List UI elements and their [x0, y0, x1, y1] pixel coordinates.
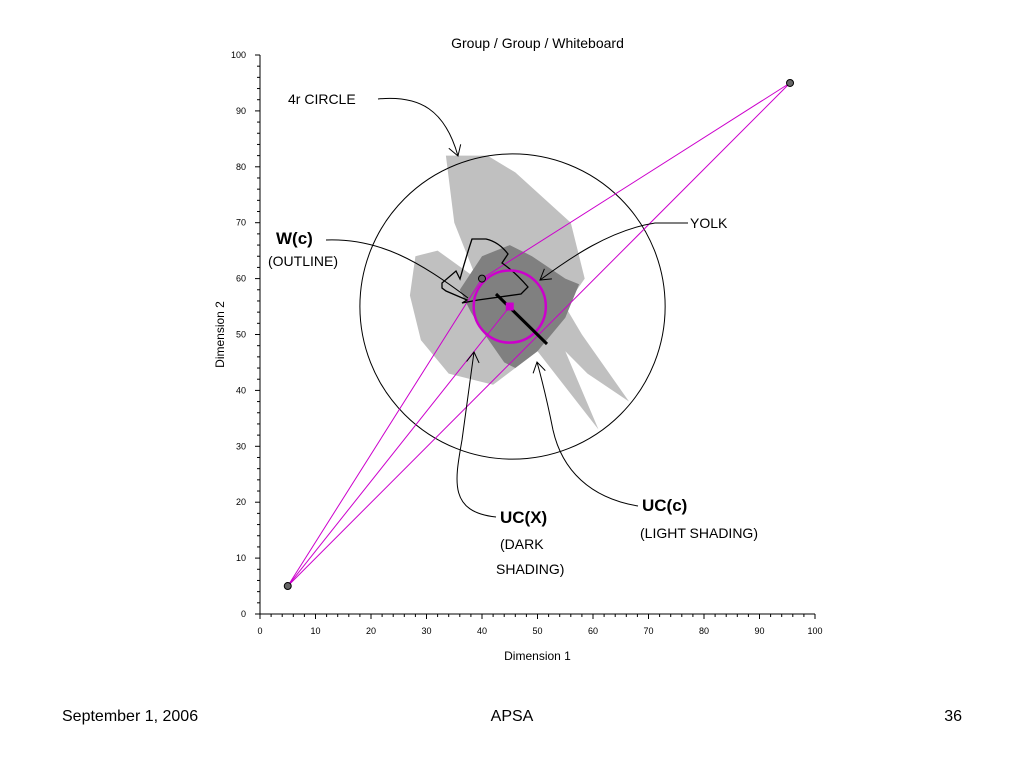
y-tick-label: 100 — [231, 50, 246, 60]
yolk-label-arrow — [539, 222, 688, 281]
y-tick-label: 80 — [236, 162, 246, 172]
data-point-1 — [283, 582, 292, 591]
y-axis-label: Dimension 2 — [213, 301, 227, 368]
y-tick-label: 10 — [236, 553, 246, 563]
data-point-3 — [478, 274, 486, 283]
ucc-arrow-head — [532, 361, 546, 374]
footer-date: September 1, 2006 — [62, 708, 199, 725]
wc-label-line — [325, 239, 469, 299]
yolk-label: YOLK — [690, 215, 728, 231]
x-tick-label: 50 — [532, 626, 542, 636]
yolk-center-point — [505, 302, 514, 311]
circle-label: 4r CIRCLE — [288, 91, 356, 107]
x-tick-label: 10 — [310, 626, 320, 636]
x-axis-label: Dimension 1 — [504, 649, 571, 663]
ucc-label: UC(c) — [642, 496, 687, 515]
chart: 0 10 20 30 40 50 60 70 80 90 100 0 10 20 30 40 50 60 70 80 9… — [213, 35, 823, 663]
ucc-label-arrow — [536, 361, 639, 507]
y-tick-label: 30 — [236, 441, 246, 451]
x-tick-label: 70 — [643, 626, 653, 636]
footer-center-label: APSA — [490, 708, 534, 725]
ucc-sub-label: (LIGHT SHADING) — [640, 525, 758, 541]
x-tick-label: 100 — [807, 626, 822, 636]
wc-outline — [441, 238, 529, 304]
four-r-circle — [359, 153, 666, 460]
wc-sub-label: (OUTLINE) — [268, 253, 338, 269]
y-tick-label: 90 — [236, 106, 246, 116]
circle-label-arrow — [377, 97, 459, 157]
yolk-axis-segment — [494, 292, 549, 346]
footer-page-number: 36 — [944, 708, 962, 725]
x-tick-label: 0 — [257, 626, 262, 636]
y-tick-label: 50 — [236, 330, 246, 340]
y-tick-label: 60 — [236, 274, 246, 284]
ucx-arrow-head — [466, 351, 480, 364]
ucx-label-arrow — [456, 351, 497, 518]
y-tick-label: 40 — [236, 385, 246, 395]
ucx-label: UC(X) — [500, 508, 547, 527]
ucx-sub-label-1: (DARK — [500, 536, 544, 552]
chart-title: Group / Group / Whiteboard — [451, 35, 624, 51]
x-tick-label: 30 — [421, 626, 431, 636]
data-point-2 — [786, 78, 795, 87]
median-line — [287, 306, 511, 587]
y-tick-label: 70 — [236, 218, 246, 228]
x-tick-label: 90 — [754, 626, 764, 636]
y-tick-label: 0 — [241, 609, 246, 619]
y-tick-label: 20 — [236, 497, 246, 507]
wc-label: W(c) — [276, 229, 313, 248]
x-tick-label: 40 — [477, 626, 487, 636]
yolk-arrow-head — [539, 268, 552, 281]
ucx-sub-label-2: SHADING) — [496, 561, 564, 577]
circle-arrow-head — [448, 144, 462, 157]
x-tick-label: 60 — [588, 626, 598, 636]
x-tick-label: 20 — [366, 626, 376, 636]
yolk-circle — [472, 269, 548, 344]
x-tick-label: 80 — [699, 626, 709, 636]
